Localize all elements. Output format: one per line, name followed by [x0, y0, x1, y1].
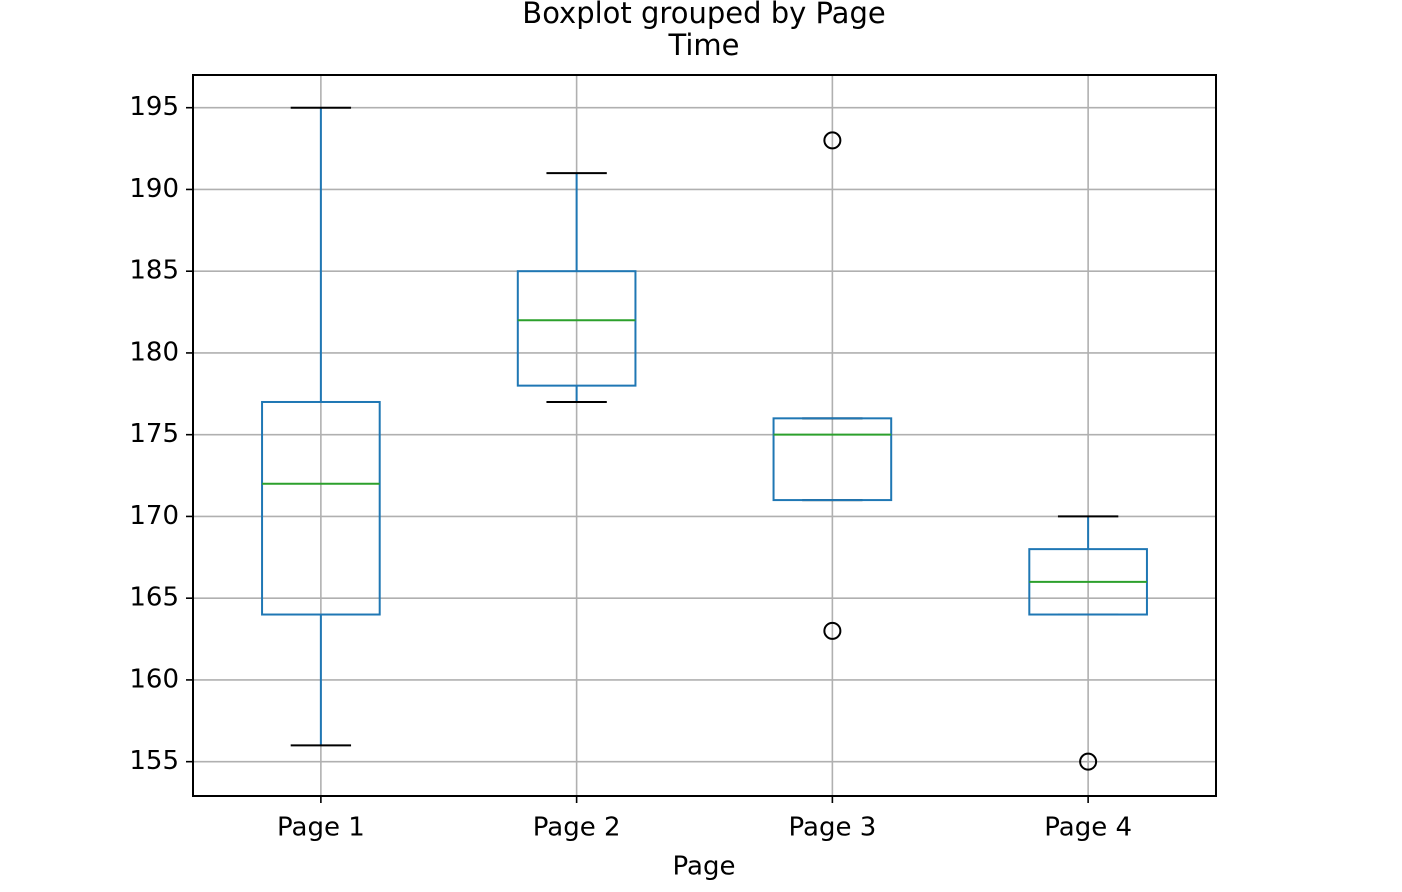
flier — [1079, 752, 1098, 771]
x-tick-label: Page 1 — [277, 813, 365, 843]
y-tick-label: 190 — [129, 174, 179, 204]
x-tick-label: Page 3 — [789, 813, 877, 843]
y-tick-label: 155 — [129, 746, 179, 776]
box — [261, 400, 381, 616]
box — [516, 270, 637, 387]
flier — [823, 621, 842, 640]
axes-frame — [192, 74, 1217, 797]
y-tick-label: 175 — [129, 419, 179, 449]
y-tick-label: 170 — [129, 501, 179, 531]
chart-subtitle: Time — [668, 28, 740, 62]
y-tick-label: 165 — [129, 583, 179, 613]
y-tick-label: 180 — [129, 337, 179, 367]
box — [772, 417, 893, 502]
y-tick-label: 185 — [129, 256, 179, 286]
x-tick-label: Page 2 — [533, 813, 621, 843]
x-axis-label: Page — [673, 852, 736, 882]
x-tick-label: Page 4 — [1044, 813, 1132, 843]
chart-title: Boxplot grouped by Page — [522, 0, 885, 30]
y-tick-label: 195 — [129, 92, 179, 122]
flier — [823, 131, 842, 150]
y-tick-label: 160 — [129, 664, 179, 694]
